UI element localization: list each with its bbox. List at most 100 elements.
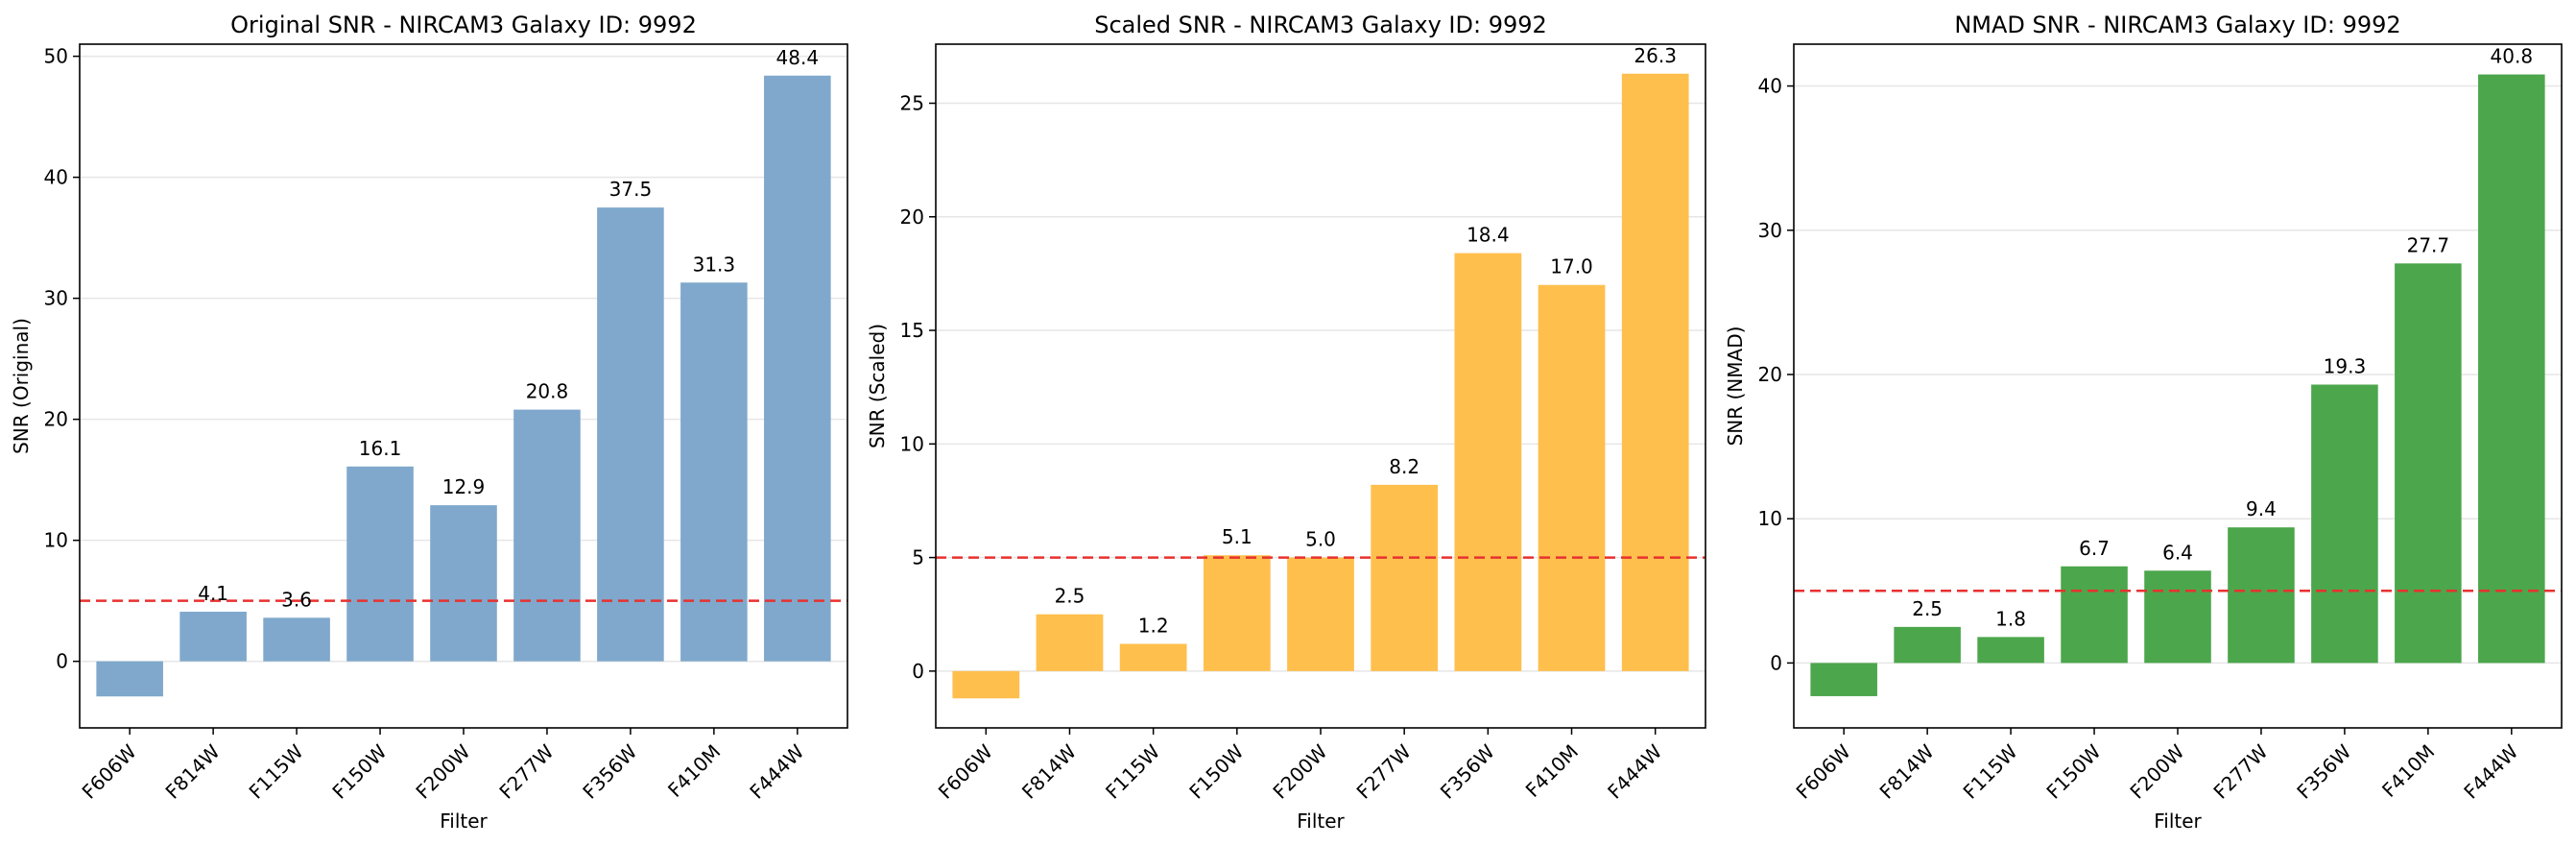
bar-f356w — [2311, 384, 2378, 664]
y-tick-label: 20 — [44, 408, 68, 431]
y-tick-label: 10 — [900, 432, 924, 455]
x-tick-label: F115W — [1959, 739, 2022, 803]
bar-f115w — [1977, 637, 2044, 664]
data-label: 20.8 — [526, 380, 569, 403]
y-tick-label: 40 — [44, 166, 68, 189]
data-label: 4.1 — [198, 582, 228, 605]
y-axis-label: SNR (NMAD) — [1724, 326, 1747, 447]
bar-f115w — [263, 617, 330, 662]
x-tick-label: F356W — [578, 739, 641, 803]
y-tick-label: 30 — [44, 287, 68, 310]
data-label: 40.8 — [2491, 45, 2534, 68]
x-tick-label: F410M — [663, 740, 725, 802]
x-tick-label: F150W — [327, 739, 391, 803]
x-tick-label: F150W — [2041, 739, 2105, 803]
x-tick-label: F444W — [745, 739, 808, 803]
x-tick-label: F606W — [934, 739, 997, 803]
bar-f277w — [2228, 527, 2295, 664]
bar-f444w — [764, 75, 831, 662]
chart-title: NMAD SNR - NIRCAM3 Galaxy ID: 9992 — [1954, 12, 2400, 38]
bar-f200w — [2144, 570, 2211, 664]
x-tick-label: F410M — [1521, 740, 1583, 802]
x-tick-label: F115W — [245, 739, 308, 803]
x-tick-label: F150W — [1184, 739, 1248, 803]
bar-f444w — [1621, 73, 1689, 671]
y-tick-label: 20 — [1758, 363, 1782, 386]
data-label: 1.8 — [1995, 607, 2026, 630]
data-label: 19.3 — [2324, 354, 2367, 377]
data-label: 12.9 — [442, 475, 486, 498]
y-tick-label: 0 — [912, 660, 924, 683]
bar-f150w — [2061, 566, 2128, 664]
data-label: 8.2 — [1389, 455, 1419, 478]
bar-f606w — [96, 661, 163, 697]
x-tick-label: F814W — [1017, 739, 1081, 803]
x-tick-label: F115W — [1101, 739, 1164, 803]
y-tick-label: 20 — [900, 205, 924, 229]
bar-f356w — [597, 207, 664, 662]
x-tick-label: F814W — [1875, 739, 1939, 803]
bar-f200w — [430, 505, 497, 662]
y-tick-label: 0 — [1770, 651, 1782, 674]
bar-f410m — [680, 282, 748, 662]
x-axis-label: Filter — [1297, 810, 1345, 833]
y-tick-label: 40 — [1758, 75, 1782, 98]
x-tick-label: F444W — [1603, 739, 1666, 803]
bar-f410m — [2395, 263, 2462, 664]
y-tick-label: 10 — [44, 529, 68, 552]
x-tick-label: F277W — [2208, 739, 2272, 803]
chart-title: Scaled SNR - NIRCAM3 Galaxy ID: 9992 — [1094, 12, 1547, 38]
y-tick-label: 5 — [912, 546, 924, 569]
data-label: 6.4 — [2162, 541, 2193, 564]
x-axis-label: Filter — [2154, 810, 2202, 833]
x-axis-label: Filter — [440, 810, 488, 833]
x-tick-label: F606W — [1792, 739, 1855, 803]
chart-panel-2: 2.5 1.2 5.1 5.0 8.2 18.4 17.0 26.3 0 5 10 15 20 25 F60… — [866, 12, 1706, 833]
y-axis-label: SNR (Original) — [10, 318, 33, 454]
y-tick-label: 10 — [1758, 507, 1782, 530]
x-tick-label: F606W — [78, 739, 141, 803]
data-label: 31.3 — [693, 253, 736, 276]
bar-f814w — [179, 612, 247, 662]
x-tick-label: F356W — [1436, 739, 1499, 803]
x-tick-label: F200W — [2125, 739, 2188, 803]
chart-panel-1: 4.1 3.6 16.1 12.9 20.8 37.5 31.3 48.4 0 10 20 30 40 5… — [10, 12, 848, 833]
chart-title: Original SNR - NIRCAM3 Galaxy ID: 9992 — [230, 12, 697, 38]
x-tick-label: F356W — [2292, 739, 2355, 803]
data-label: 37.5 — [609, 178, 653, 201]
x-tick-label: F410M — [2377, 740, 2439, 802]
x-tick-label: F277W — [1352, 739, 1416, 803]
bar-f444w — [2478, 74, 2545, 664]
chart-panel-3: 2.5 1.8 6.7 6.4 9.4 19.3 27.7 40.8 0 10 20 30 40 F606… — [1724, 12, 2563, 833]
data-label: 3.6 — [281, 588, 312, 611]
data-label: 48.4 — [776, 46, 820, 69]
bar-f200w — [1287, 557, 1354, 671]
bar-f606w — [952, 670, 1020, 699]
bar-f277w — [1371, 484, 1439, 671]
y-tick-label: 0 — [56, 650, 68, 673]
bar-f814w — [1036, 614, 1104, 671]
x-tick-label: F444W — [2459, 739, 2522, 803]
x-tick-label: F200W — [411, 739, 474, 803]
y-tick-label: 30 — [1758, 219, 1782, 242]
bar-f606w — [1810, 663, 1877, 696]
bar-f150w — [1203, 555, 1271, 671]
data-label: 26.3 — [1634, 44, 1677, 67]
data-label: 18.4 — [1467, 224, 1510, 247]
y-tick-label: 50 — [44, 45, 68, 68]
bar-f814w — [1894, 626, 1961, 664]
x-tick-label: F200W — [1268, 739, 1331, 803]
data-label: 6.7 — [2079, 537, 2110, 560]
x-tick-label: F814W — [161, 739, 225, 803]
data-label: 5.1 — [1222, 525, 1252, 548]
data-label: 2.5 — [1912, 597, 1943, 620]
data-label: 17.0 — [1550, 255, 1593, 278]
bar-f277w — [513, 409, 581, 662]
y-tick-label: 15 — [900, 319, 924, 342]
bar-f410m — [1538, 284, 1606, 671]
data-label: 2.5 — [1055, 585, 1085, 608]
data-label: 16.1 — [359, 437, 402, 460]
bar-f150w — [346, 466, 414, 662]
data-label: 9.4 — [2246, 497, 2277, 520]
